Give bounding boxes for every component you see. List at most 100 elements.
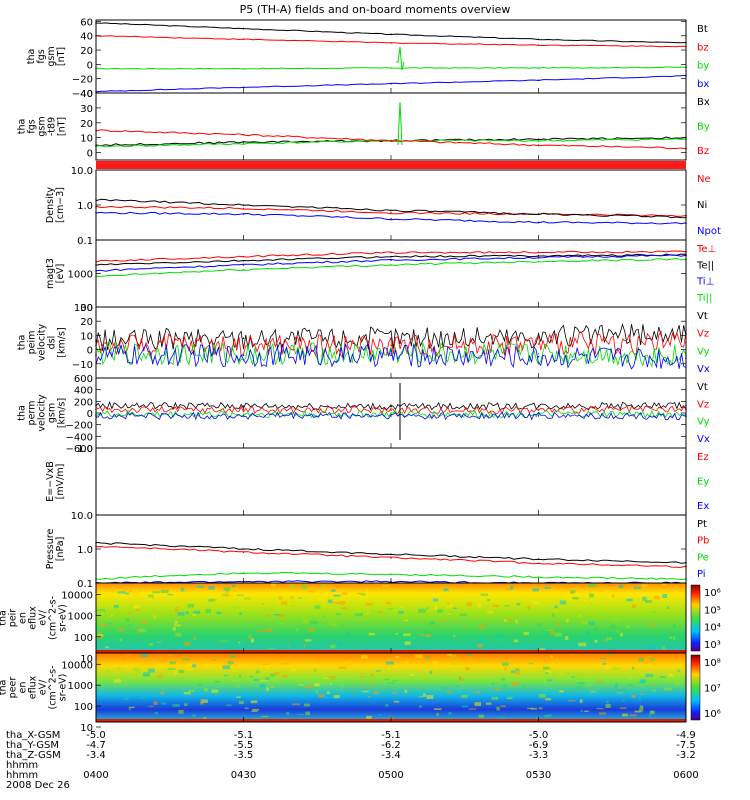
spectrogram-texture — [196, 614, 202, 618]
spectrogram-texture — [504, 618, 513, 621]
spectrogram-texture — [324, 611, 328, 614]
y-tick-label: −20 — [72, 75, 93, 86]
spectrogram-texture — [615, 684, 618, 689]
spectrogram-texture — [340, 686, 344, 688]
y-axis-label-line: [nPa] — [55, 537, 66, 562]
spectrogram-texture — [358, 676, 366, 678]
spectrogram-texture — [434, 708, 442, 711]
spectrogram-texture — [570, 590, 576, 594]
spectrogram-texture — [259, 683, 266, 688]
spectrogram-texture — [434, 606, 438, 610]
spectrogram-texture — [423, 693, 426, 697]
data-point — [390, 264, 392, 266]
panel-frame — [95, 652, 687, 723]
spectrogram-texture — [329, 622, 338, 627]
spectrogram-texture — [128, 707, 131, 711]
spectrogram-texture — [491, 683, 495, 685]
spectrogram-texture — [419, 705, 422, 708]
spectrogram-texture — [366, 612, 370, 615]
spectrogram-texture — [182, 658, 190, 661]
spectrogram-texture — [302, 619, 309, 624]
spectrogram-texture — [650, 622, 655, 627]
spectrogram-texture — [140, 620, 149, 623]
spectrogram-texture — [344, 658, 352, 660]
spectrogram-texture — [153, 615, 156, 619]
y-tick-label: 400 — [74, 386, 93, 397]
spectrogram-texture — [200, 699, 208, 703]
legend-Vt: Vt — [697, 311, 708, 322]
y-tick-label: −400 — [66, 432, 93, 443]
spectrogram-texture — [628, 677, 632, 679]
series-line-Ne — [95, 205, 687, 217]
spectrogram-texture — [564, 671, 570, 675]
spectrogram-texture — [550, 655, 553, 658]
spectrogram-texture — [239, 598, 245, 600]
colorbar-tick-label: 10⁵ — [704, 605, 721, 616]
spectrogram-texture — [622, 699, 625, 702]
x-tick-label: 0530 — [526, 770, 551, 781]
spectrogram-texture — [638, 635, 645, 638]
spectrogram-texture — [174, 620, 178, 624]
spectrogram-texture — [167, 668, 176, 670]
spectrogram-texture — [238, 701, 244, 705]
spectrogram-texture — [223, 587, 231, 591]
legend-Vy: Vy — [697, 346, 710, 357]
spectrogram-texture — [650, 646, 656, 650]
spectrogram-texture — [461, 694, 468, 699]
data-point — [390, 251, 392, 254]
spectrogram-texture — [387, 682, 396, 684]
spectrogram-texture — [355, 613, 363, 617]
y-tick-label: 0 — [87, 149, 93, 160]
spectrogram-texture — [554, 605, 558, 609]
spectrogram-texture — [148, 668, 155, 673]
y-tick-label: 0 — [87, 346, 93, 357]
y-axis-label-line: tha — [26, 49, 37, 65]
series-line-Vz — [95, 405, 687, 415]
data-point — [537, 558, 540, 561]
x-axis-row-value: -5.0 — [86, 730, 106, 741]
spectrogram-texture — [127, 624, 131, 627]
colorbar — [690, 584, 701, 652]
spectrogram-texture — [213, 680, 220, 683]
spectrogram-texture — [443, 688, 448, 693]
y-tick-label: 10 — [80, 723, 93, 734]
spectrogram-texture — [511, 670, 516, 674]
spectrogram-texture — [514, 670, 521, 675]
spectrogram-texture — [208, 586, 215, 590]
spectrogram-texture — [108, 623, 112, 625]
spectrogram-texture — [161, 702, 167, 705]
spectrogram-texture — [335, 613, 341, 616]
spectrogram-texture — [357, 592, 362, 595]
spectrogram-texture — [664, 687, 673, 691]
spectrogram-texture — [283, 632, 287, 634]
spectrogram-texture — [197, 683, 203, 686]
y-tick-label: −600 — [66, 444, 93, 455]
y-axis-label-line: [km/s] — [57, 327, 68, 357]
spectrogram-texture — [606, 700, 610, 704]
spectrogram-texture — [212, 658, 216, 661]
y-axis-label: thapermvelocitygsm[km/s] — [17, 394, 68, 432]
spectrogram-texture — [260, 680, 269, 682]
spectrogram-texture — [219, 640, 228, 642]
spectrogram-texture — [125, 592, 130, 595]
spectrogram-texture — [579, 699, 583, 703]
spectrogram-texture — [123, 659, 127, 662]
spectrogram-texture — [510, 585, 514, 590]
spectrogram-texture — [305, 711, 310, 716]
spectrogram-texture — [543, 692, 551, 694]
spectrogram-texture — [386, 661, 394, 665]
spectrogram-texture — [633, 660, 637, 663]
spectrogram-texture — [677, 669, 680, 672]
spectrogram-texture — [403, 619, 409, 622]
spectrogram-texture — [227, 660, 234, 665]
x-axis-row-value: -5.0 — [529, 730, 549, 741]
spectrogram-texture — [349, 646, 357, 650]
data-point — [537, 254, 540, 257]
spectrogram-texture — [554, 632, 563, 637]
spectrogram-texture — [238, 674, 242, 678]
spectrogram-texture — [594, 626, 597, 631]
spectrogram-image — [96, 583, 686, 653]
y-tick-label: 10000 — [61, 660, 93, 671]
spectrogram-texture — [338, 666, 346, 669]
colorbar-tick-label: 10⁶ — [704, 588, 721, 599]
